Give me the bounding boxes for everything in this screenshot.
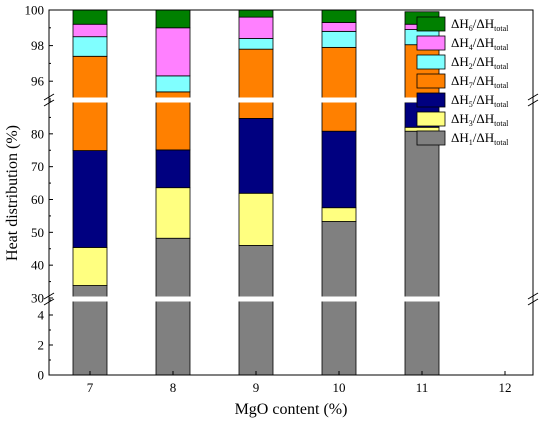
y-tick-label-70: 70 bbox=[31, 159, 44, 174]
y-axis-label: Heat distribution (%) bbox=[4, 125, 21, 261]
break-high-gap bbox=[30, 97, 550, 103]
legend: ΔH6/ΔHtotal ΔH4/ΔHtotal ΔH2/ΔHtotal ΔH7/ΔHt… bbox=[416, 16, 509, 147]
bar-segment-6-cat-8 bbox=[155, 9, 191, 29]
legend-entry-7: ΔH7/ΔHtotal bbox=[451, 73, 509, 90]
bar-segment-5-cat-9 bbox=[238, 118, 274, 194]
bar-segment-7-cat-7 bbox=[72, 55, 108, 151]
bar-segment-5-cat-10 bbox=[321, 130, 357, 209]
legend-entry-4: ΔH4/ΔHtotal bbox=[451, 35, 509, 52]
legend-swatch-6 bbox=[416, 16, 446, 32]
bar-segment-4-cat-9 bbox=[238, 16, 274, 39]
legend-swatch-5 bbox=[416, 92, 446, 108]
y-tick-label-98: 98 bbox=[31, 38, 44, 53]
bar-segment-7-cat-9 bbox=[238, 48, 274, 119]
legend-swatch-4 bbox=[416, 35, 446, 51]
bar-segment-4-cat-8 bbox=[155, 27, 191, 77]
legend-swatch-1 bbox=[416, 130, 446, 146]
plot-frame bbox=[48, 9, 534, 376]
bar-segment-6-cat-7 bbox=[72, 9, 108, 25]
bar-segment-5-cat-7 bbox=[72, 150, 108, 248]
legend-entry-6: ΔH6/ΔHtotal bbox=[451, 16, 509, 33]
legend-swatch-3 bbox=[416, 111, 446, 127]
bar-segment-4-cat-7 bbox=[72, 23, 108, 38]
legend-swatch-7 bbox=[416, 73, 446, 89]
bar-segment-6-cat-10 bbox=[321, 9, 357, 23]
legend-entry-3: ΔH3/ΔHtotal bbox=[451, 111, 509, 128]
legend-swatch-2 bbox=[416, 54, 446, 70]
y-tick-label-4: 4 bbox=[38, 308, 45, 323]
legend-entry-1: ΔH1/ΔHtotal bbox=[451, 130, 509, 147]
break-low-gap bbox=[30, 296, 550, 302]
bar-segment-5-cat-8 bbox=[155, 149, 191, 189]
y-axis-ticks: 0 2 4 30 40 50 60 70 80 96 98 100 bbox=[25, 3, 53, 383]
x-tick-label-10: 10 bbox=[333, 380, 346, 395]
bar-segment-1-cat-8 bbox=[155, 237, 191, 376]
bars-group bbox=[72, 9, 440, 376]
bar-segment-3-cat-7 bbox=[72, 247, 108, 286]
x-axis-ticks: 7 8 9 10 11 12 bbox=[87, 371, 512, 395]
x-axis-label: MgO content (%) bbox=[235, 401, 348, 418]
bar-segment-3-cat-10 bbox=[321, 207, 357, 222]
x-tick-label-12: 12 bbox=[499, 380, 512, 395]
y-tick-label-0: 0 bbox=[38, 368, 45, 383]
y-tick-label-40: 40 bbox=[31, 258, 44, 273]
y-tick-label-50: 50 bbox=[31, 225, 44, 240]
bar-segment-3-cat-9 bbox=[238, 192, 274, 246]
legend-entry-2: ΔH2/ΔHtotal bbox=[451, 54, 509, 71]
y-tick-label-96: 96 bbox=[31, 74, 45, 89]
bar-segment-2-cat-7 bbox=[72, 36, 108, 57]
y-tick-label-100: 100 bbox=[25, 3, 45, 18]
bar-segment-6-cat-9 bbox=[238, 9, 274, 18]
bar-segment-2-cat-9 bbox=[238, 38, 274, 50]
bar-segment-2-cat-8 bbox=[155, 75, 191, 93]
bar-segment-1-cat-9 bbox=[238, 245, 274, 376]
x-tick-label-7: 7 bbox=[87, 380, 94, 395]
x-tick-label-8: 8 bbox=[170, 380, 177, 395]
legend-entry-5: ΔH5/ΔHtotal bbox=[451, 92, 509, 109]
x-tick-label-11: 11 bbox=[416, 380, 429, 395]
y-tick-label-2: 2 bbox=[38, 338, 45, 353]
x-tick-label-9: 9 bbox=[253, 380, 260, 395]
bar-segment-4-cat-10 bbox=[321, 22, 357, 32]
bar-segment-1-cat-11 bbox=[404, 130, 440, 376]
y-tick-label-60: 60 bbox=[31, 192, 44, 207]
bar-segment-7-cat-10 bbox=[321, 46, 357, 132]
bar-segment-2-cat-10 bbox=[321, 30, 357, 48]
y-tick-label-30: 30 bbox=[31, 291, 44, 306]
bar-segment-3-cat-8 bbox=[155, 187, 191, 239]
y-tick-label-80: 80 bbox=[31, 126, 44, 141]
